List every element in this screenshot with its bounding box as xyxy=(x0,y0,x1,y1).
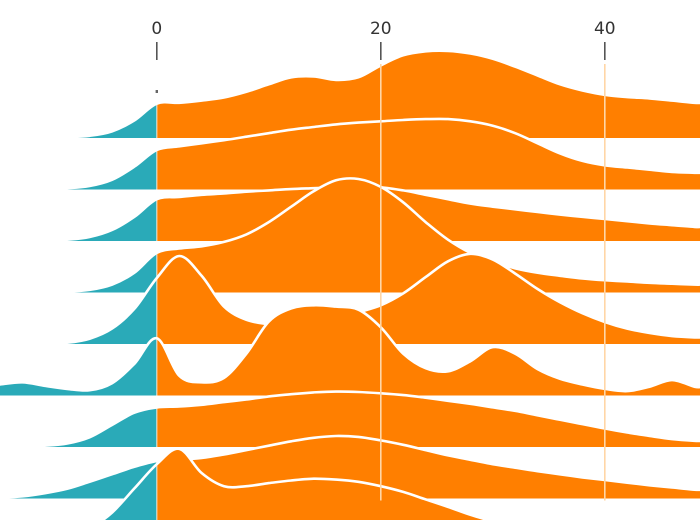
x-tick-label-20: 20 xyxy=(370,19,392,39)
x-axis-ticks: 0 20 40 xyxy=(151,19,616,93)
ridge-9 xyxy=(100,447,493,520)
ridge-6 xyxy=(0,303,700,399)
ridge-5-positive-area xyxy=(156,253,700,345)
ridge-1-positive-area xyxy=(156,50,700,139)
ridge-7-outline xyxy=(0,390,700,449)
ridge-9-positive-area xyxy=(156,448,488,520)
ridge-2 xyxy=(0,117,700,193)
ridge-7-positive-area xyxy=(156,391,700,448)
ridge-5-negative-area xyxy=(0,277,157,345)
gridlines xyxy=(156,64,606,520)
ridge-1-outline xyxy=(0,49,700,140)
ridge-8-outline xyxy=(0,434,700,499)
ridge-2-negative-area xyxy=(0,149,157,191)
x-tick-label-0: 0 xyxy=(151,19,162,39)
ridge-7 xyxy=(0,390,700,450)
zero-marker xyxy=(155,90,158,93)
ridge-6-positive-area xyxy=(156,305,700,397)
ridge-2-positive-area xyxy=(156,118,700,191)
ridge-2-outline xyxy=(0,117,700,191)
ridge-8-negative-area xyxy=(0,461,157,500)
ridge-7-negative-area xyxy=(0,407,157,448)
ridge-3-negative-area xyxy=(0,199,157,242)
ridge-6-negative-area xyxy=(0,338,157,397)
ridges xyxy=(0,49,700,520)
ridge-4-outline xyxy=(0,177,700,294)
ridge-6-outline xyxy=(0,303,700,393)
x-tick-label-40: 40 xyxy=(594,19,616,39)
ridge-9-negative-area xyxy=(102,464,157,520)
ridge-9-outline xyxy=(100,447,493,520)
